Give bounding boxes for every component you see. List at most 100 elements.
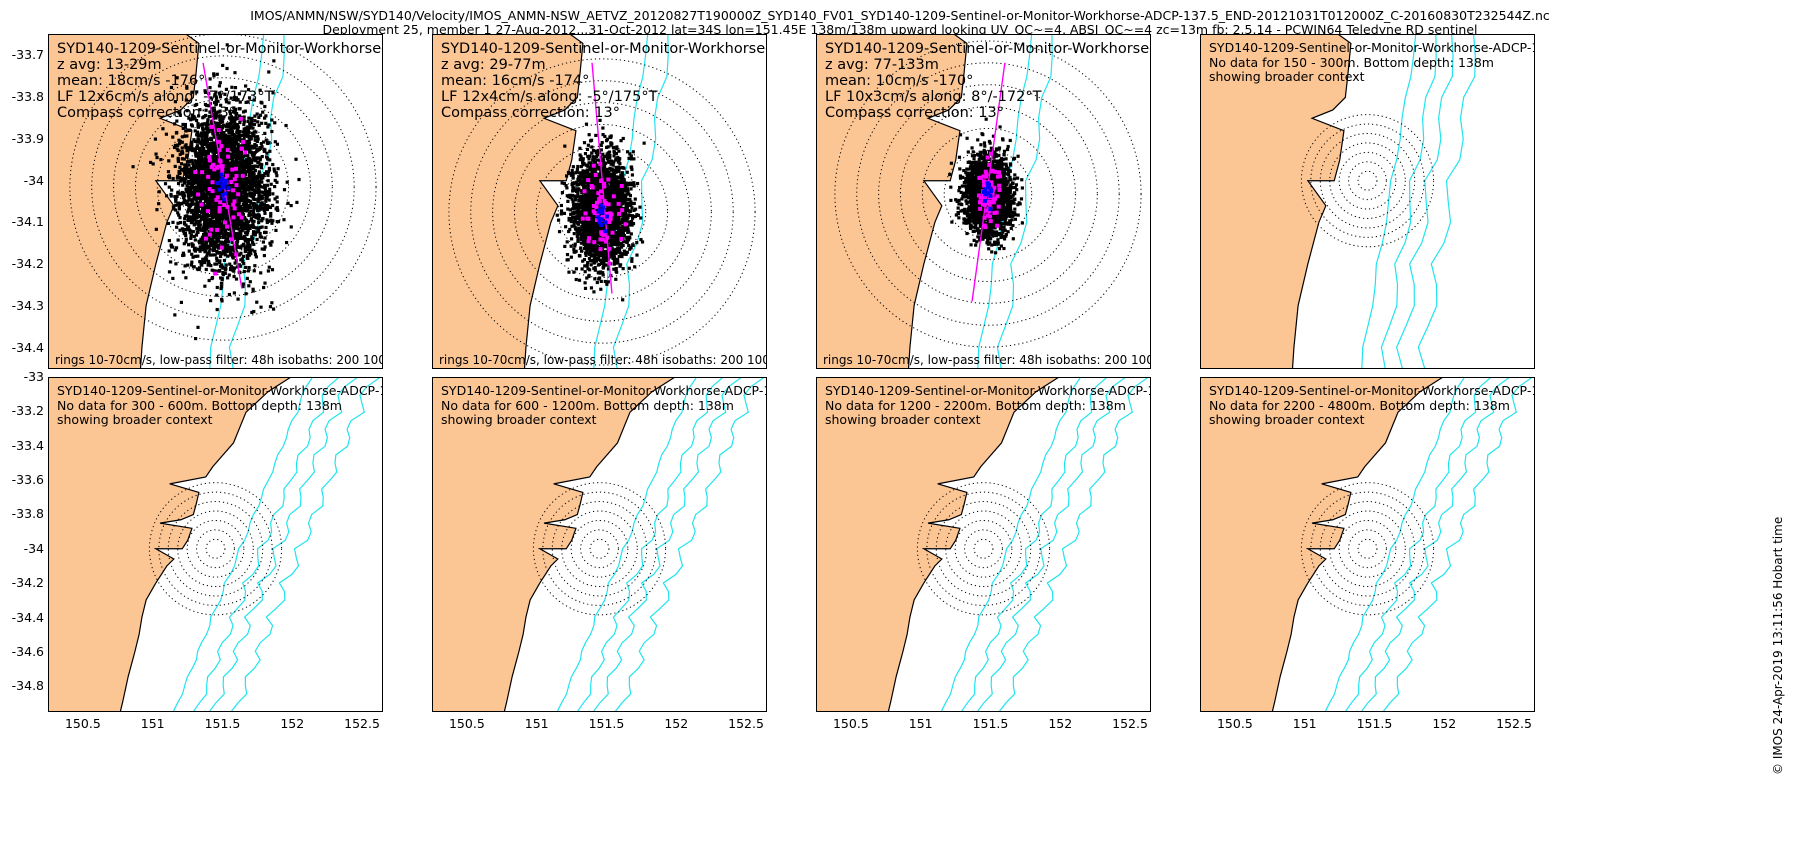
panel-stat-line: mean: 16cm/s -174° <box>441 73 590 89</box>
figure-header-filename: IMOS/ANMN/NSW/SYD140/Velocity/IMOS_ANMN-… <box>250 8 1550 23</box>
panel-title: SYD140-1209-Sentinel-or-Monitor-Workhors… <box>825 383 1151 398</box>
y-tick-label: -34.4 <box>11 340 44 356</box>
panel-stat-line: Compass correction: 13° <box>57 105 236 121</box>
isobath-line <box>209 35 265 368</box>
isobath-line <box>228 35 285 368</box>
isobath-line <box>230 378 381 711</box>
speed-ring <box>205 538 226 559</box>
map-panel: SYD140-1209-Sentinel-or-Monitor-Workhors… <box>432 377 767 712</box>
land-area <box>817 378 1059 711</box>
mean-velocity-points <box>596 203 609 234</box>
speed-ring <box>177 510 254 588</box>
panel-note-line: No data for 2200 - 4800m. Bottom depth: … <box>1209 397 1510 413</box>
speed-ring <box>561 510 638 588</box>
isobath-line <box>1417 35 1476 368</box>
speed-ring <box>1310 123 1425 238</box>
isobath-line <box>1361 378 1510 711</box>
speed-ring <box>589 538 610 559</box>
speed-ring <box>492 102 712 322</box>
panel-title: SYD140-1209-Sentinel-or-Monitor-Workhors… <box>1209 383 1535 398</box>
speed-ring <box>1338 519 1397 578</box>
isobath-line <box>1345 378 1491 711</box>
daily-mean-points <box>193 116 248 276</box>
speed-ring <box>856 62 1120 326</box>
speed-ring <box>1357 538 1378 559</box>
panel-stat-line: z avg: 13-29m <box>57 57 162 73</box>
y-tick-label: -34.6 <box>11 643 44 659</box>
figure-header-deployment: Deployment 25, member 1 27-Aug-2012...31… <box>322 22 1478 37</box>
y-tick-label: -34.1 <box>11 214 44 230</box>
speed-ring <box>69 35 377 341</box>
panel-title: SYD140-1209-Sentinel-or-Monitor-Workhors… <box>441 383 767 398</box>
y-tick-label: -34.2 <box>11 575 44 591</box>
panel-stat-line: mean: 18cm/s -176° <box>57 73 206 89</box>
x-tick-label: 152.5 <box>344 716 380 731</box>
isobath-line <box>577 378 723 711</box>
speed-ring <box>1338 151 1397 210</box>
y-tick-label: -34 <box>23 172 44 188</box>
speed-ring <box>1310 491 1425 606</box>
x-tick-label: 150.5 <box>832 716 869 731</box>
y-tick-label: -33.7 <box>11 46 44 62</box>
x-tick-label: 152.5 <box>1496 716 1532 731</box>
x-tick-label: 151.5 <box>588 716 625 731</box>
speed-ring <box>1329 510 1406 588</box>
map-panel: SYD140-1209-Sentinel-or-Monitor-Workhors… <box>432 34 767 369</box>
speed-ring <box>91 55 355 319</box>
x-tick-label: 152.5 <box>728 716 764 731</box>
map-panel: SYD140-1209-Sentinel-or-Monitor-Workhors… <box>48 34 383 369</box>
speed-ring <box>158 491 273 606</box>
map-plot <box>433 35 756 368</box>
x-tick-label: 151.5 <box>204 716 241 731</box>
panel-title: SYD140-1209-Sentinel-or-Monitor-Workhors… <box>57 383 383 398</box>
speed-ring <box>954 519 1013 578</box>
daily-mean-points <box>580 161 628 266</box>
isobath-line <box>593 35 649 368</box>
isobath-line <box>961 378 1107 711</box>
panel-stat-line: LF 10x3cm/s along: 8°/-172°T <box>825 89 1042 105</box>
panel-note-line: No data for 150 - 300m. Bottom depth: 13… <box>1209 54 1494 70</box>
speed-ring <box>878 84 1098 304</box>
panel-annotation: SYD140-1209-Sentinel-or-Monitor-Workhors… <box>57 383 383 428</box>
isobath-line <box>998 378 1149 711</box>
y-tick-label: -34.4 <box>11 609 44 625</box>
panel-footer-note: rings 10-70cm/s, low-pass filter: 48h is… <box>823 353 1150 367</box>
isobath-line <box>977 35 1033 368</box>
speed-ring <box>448 58 756 366</box>
panel-note-line: showing broader context <box>825 412 981 427</box>
y-tick-label: -33.4 <box>11 437 44 453</box>
map-plot <box>49 35 377 368</box>
speed-ring <box>557 167 647 257</box>
x-tick-label: 151 <box>1292 716 1317 731</box>
panel-title: SYD140-1209-Sentinel-or-Monitor-Workhors… <box>1209 40 1535 55</box>
isobath-line <box>1395 35 1454 368</box>
isobath-line <box>1380 35 1437 368</box>
isobath-line <box>1382 378 1533 711</box>
panel-title: SYD140-1209-Sentinel-or-Monitor-Workhors… <box>441 41 766 57</box>
x-tick-label: 151 <box>908 716 933 731</box>
isobath-line <box>977 378 1126 711</box>
land-area <box>433 35 584 368</box>
panel-note-line: showing broader context <box>57 412 213 427</box>
x-tick-label: 152 <box>1048 716 1073 731</box>
speed-ring <box>580 529 619 569</box>
panel-note-line: No data for 300 - 600m. Bottom depth: 13… <box>57 397 342 413</box>
panel-note-line: showing broader context <box>441 412 597 427</box>
speed-ring <box>926 491 1041 606</box>
mean-velocity-points <box>981 181 994 212</box>
panel-stat-line: LF 12x6cm/s along: -7°/173°T <box>57 89 274 105</box>
panel-stat-line: Compass correction: 13° <box>825 105 1004 121</box>
isobath-line <box>193 378 339 711</box>
panel-footer-note: rings 10-70cm/s, low-pass filter: 48h is… <box>55 353 382 367</box>
y-tick-label: -34.3 <box>11 298 44 314</box>
panel-title: SYD140-1209-Sentinel-or-Monitor-Workhors… <box>57 41 382 57</box>
panel-annotation: SYD140-1209-Sentinel-or-Monitor-Workhors… <box>825 383 1151 428</box>
panel-footer-note: rings 10-70cm/s, low-pass filter: 48h is… <box>439 353 766 367</box>
x-tick-label: 150.5 <box>1216 716 1253 731</box>
x-tick-label: 151.5 <box>972 716 1009 731</box>
x-tick-label: 151.5 <box>1356 716 1393 731</box>
isobath-line <box>556 378 697 711</box>
panel-annotation: SYD140-1209-Sentinel-or-Monitor-Workhors… <box>57 41 382 121</box>
x-tick-label: 152 <box>280 716 305 731</box>
speed-ring <box>1348 529 1387 569</box>
